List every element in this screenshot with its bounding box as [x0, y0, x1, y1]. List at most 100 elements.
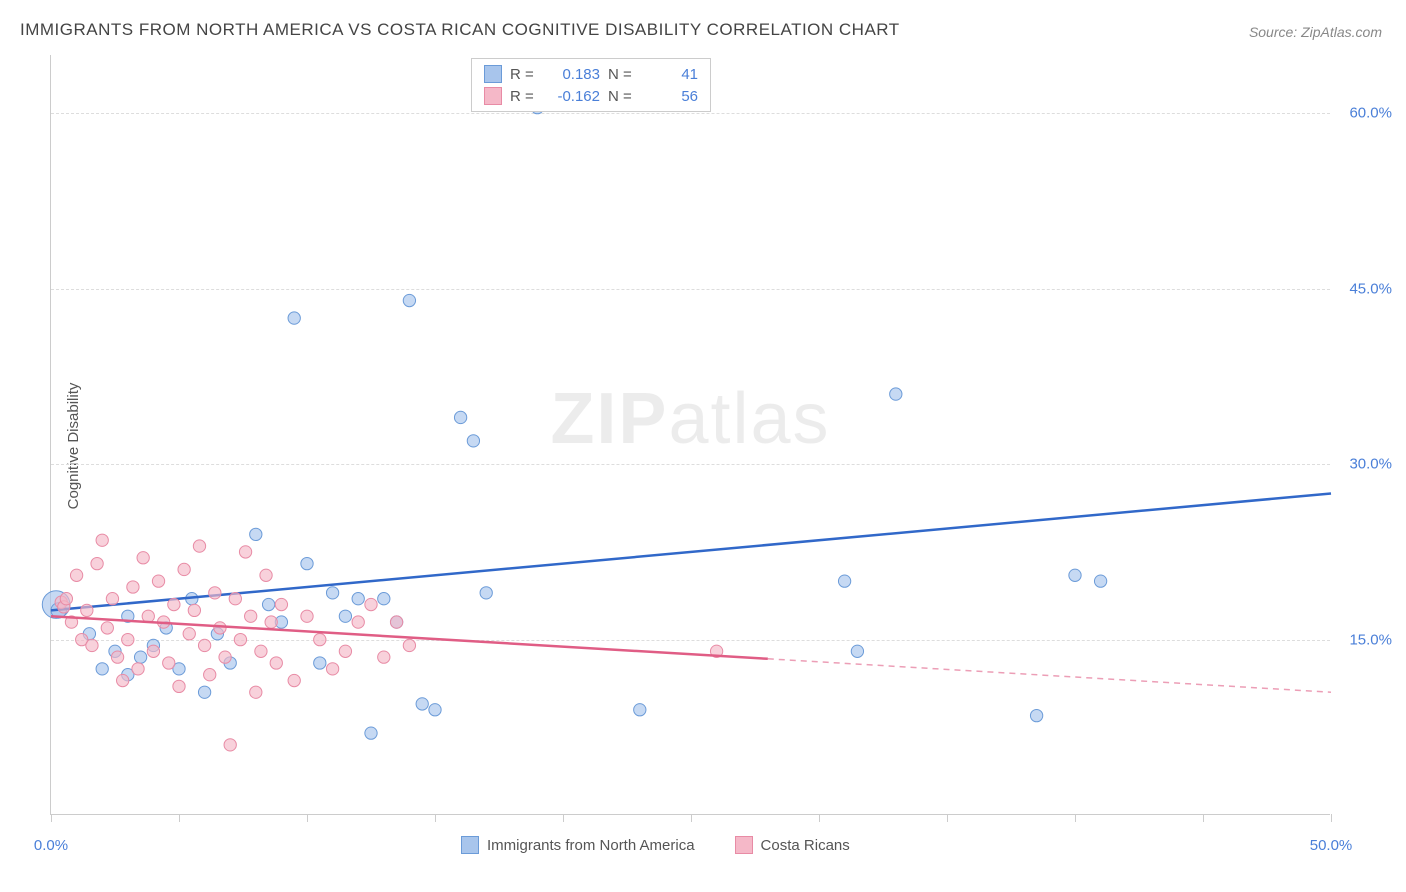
scatter-point: [288, 674, 300, 686]
scatter-point: [378, 651, 390, 663]
scatter-point: [132, 663, 144, 675]
scatter-point: [163, 657, 175, 669]
y-tick-label: 60.0%: [1349, 105, 1392, 122]
scatter-point: [219, 651, 231, 663]
scatter-point: [255, 645, 267, 657]
y-tick-label: 30.0%: [1349, 456, 1392, 473]
scatter-point: [250, 686, 262, 698]
n-label: N =: [608, 88, 636, 105]
scatter-point: [403, 639, 415, 651]
scatter-point: [467, 435, 479, 447]
series-legend-item: Immigrants from North America: [461, 836, 695, 854]
scatter-point: [301, 610, 313, 622]
x-tick: [563, 814, 564, 822]
r-label: R =: [510, 66, 538, 83]
n-value: 41: [644, 66, 698, 83]
scatter-point: [1094, 575, 1106, 587]
scatter-point: [106, 593, 118, 605]
y-tick-label: 15.0%: [1349, 631, 1392, 648]
r-value: 0.183: [546, 66, 600, 83]
scatter-point: [122, 633, 134, 645]
scatter-point: [634, 704, 646, 716]
scatter-point: [204, 669, 216, 681]
scatter-point: [250, 528, 262, 540]
scatter-point: [1030, 709, 1042, 721]
x-tick: [1075, 814, 1076, 822]
scatter-point: [111, 651, 123, 663]
scatter-point: [260, 569, 272, 581]
scatter-point: [178, 563, 190, 575]
scatter-point: [890, 388, 902, 400]
scatter-point: [365, 727, 377, 739]
scatter-point: [70, 569, 82, 581]
scatter-point: [214, 622, 226, 634]
x-tick: [691, 814, 692, 822]
scatter-point: [429, 704, 441, 716]
scatter-point: [270, 657, 282, 669]
scatter-point: [96, 534, 108, 546]
scatter-point: [198, 639, 210, 651]
legend-swatch: [484, 87, 502, 105]
scatter-point: [838, 575, 850, 587]
correlation-legend-row: R = 0.183 N = 41: [484, 63, 698, 85]
scatter-point: [234, 633, 246, 645]
source-name: ZipAtlas.com: [1301, 24, 1382, 40]
scatter-point: [183, 628, 195, 640]
scatter-point: [378, 593, 390, 605]
scatter-point: [326, 663, 338, 675]
legend-swatch: [484, 65, 502, 83]
scatter-point: [480, 587, 492, 599]
x-tick: [1203, 814, 1204, 822]
scatter-point: [127, 581, 139, 593]
scatter-point: [288, 312, 300, 324]
scatter-point: [152, 575, 164, 587]
scatter-point: [416, 698, 428, 710]
chart-plot-area: ZIPatlas 15.0%30.0%45.0%60.0% 0.0%50.0% …: [50, 55, 1330, 815]
legend-swatch: [461, 836, 479, 854]
trend-line-dashed: [768, 659, 1331, 692]
series-legend: Immigrants from North America Costa Rican…: [461, 836, 850, 854]
scatter-point: [91, 557, 103, 569]
n-label: N =: [608, 66, 636, 83]
scatter-point: [339, 610, 351, 622]
scatter-point: [275, 598, 287, 610]
scatter-point: [224, 739, 236, 751]
scatter-point: [365, 598, 377, 610]
scatter-point: [86, 639, 98, 651]
x-tick: [435, 814, 436, 822]
series-legend-label: Costa Ricans: [761, 837, 850, 854]
scatter-point: [352, 616, 364, 628]
legend-swatch: [735, 836, 753, 854]
scatter-point: [239, 546, 251, 558]
scatter-point: [403, 294, 415, 306]
x-tick: [947, 814, 948, 822]
scatter-point: [229, 593, 241, 605]
x-tick: [307, 814, 308, 822]
scatter-point: [173, 680, 185, 692]
x-tick: [819, 814, 820, 822]
scatter-point: [265, 616, 277, 628]
chart-title: IMMIGRANTS FROM NORTH AMERICA VS COSTA R…: [20, 20, 900, 40]
scatter-point: [390, 616, 402, 628]
source-prefix: Source:: [1249, 24, 1301, 40]
scatter-point: [117, 674, 129, 686]
x-tick: [1331, 814, 1332, 822]
scatter-point: [262, 598, 274, 610]
scatter-point: [314, 657, 326, 669]
scatter-point: [339, 645, 351, 657]
r-value: -0.162: [546, 88, 600, 105]
scatter-point: [168, 598, 180, 610]
scatter-point: [1069, 569, 1081, 581]
scatter-point: [245, 610, 257, 622]
scatter-point: [454, 411, 466, 423]
scatter-point: [147, 645, 159, 657]
x-tick-label: 0.0%: [34, 837, 68, 854]
scatter-point: [326, 587, 338, 599]
scatter-point: [188, 604, 200, 616]
scatter-point: [851, 645, 863, 657]
correlation-legend: R =0.183N =41R =-0.162N =56: [471, 58, 711, 112]
scatter-point: [198, 686, 210, 698]
y-tick-label: 45.0%: [1349, 280, 1392, 297]
scatter-point: [101, 622, 113, 634]
series-legend-label: Immigrants from North America: [487, 837, 695, 854]
